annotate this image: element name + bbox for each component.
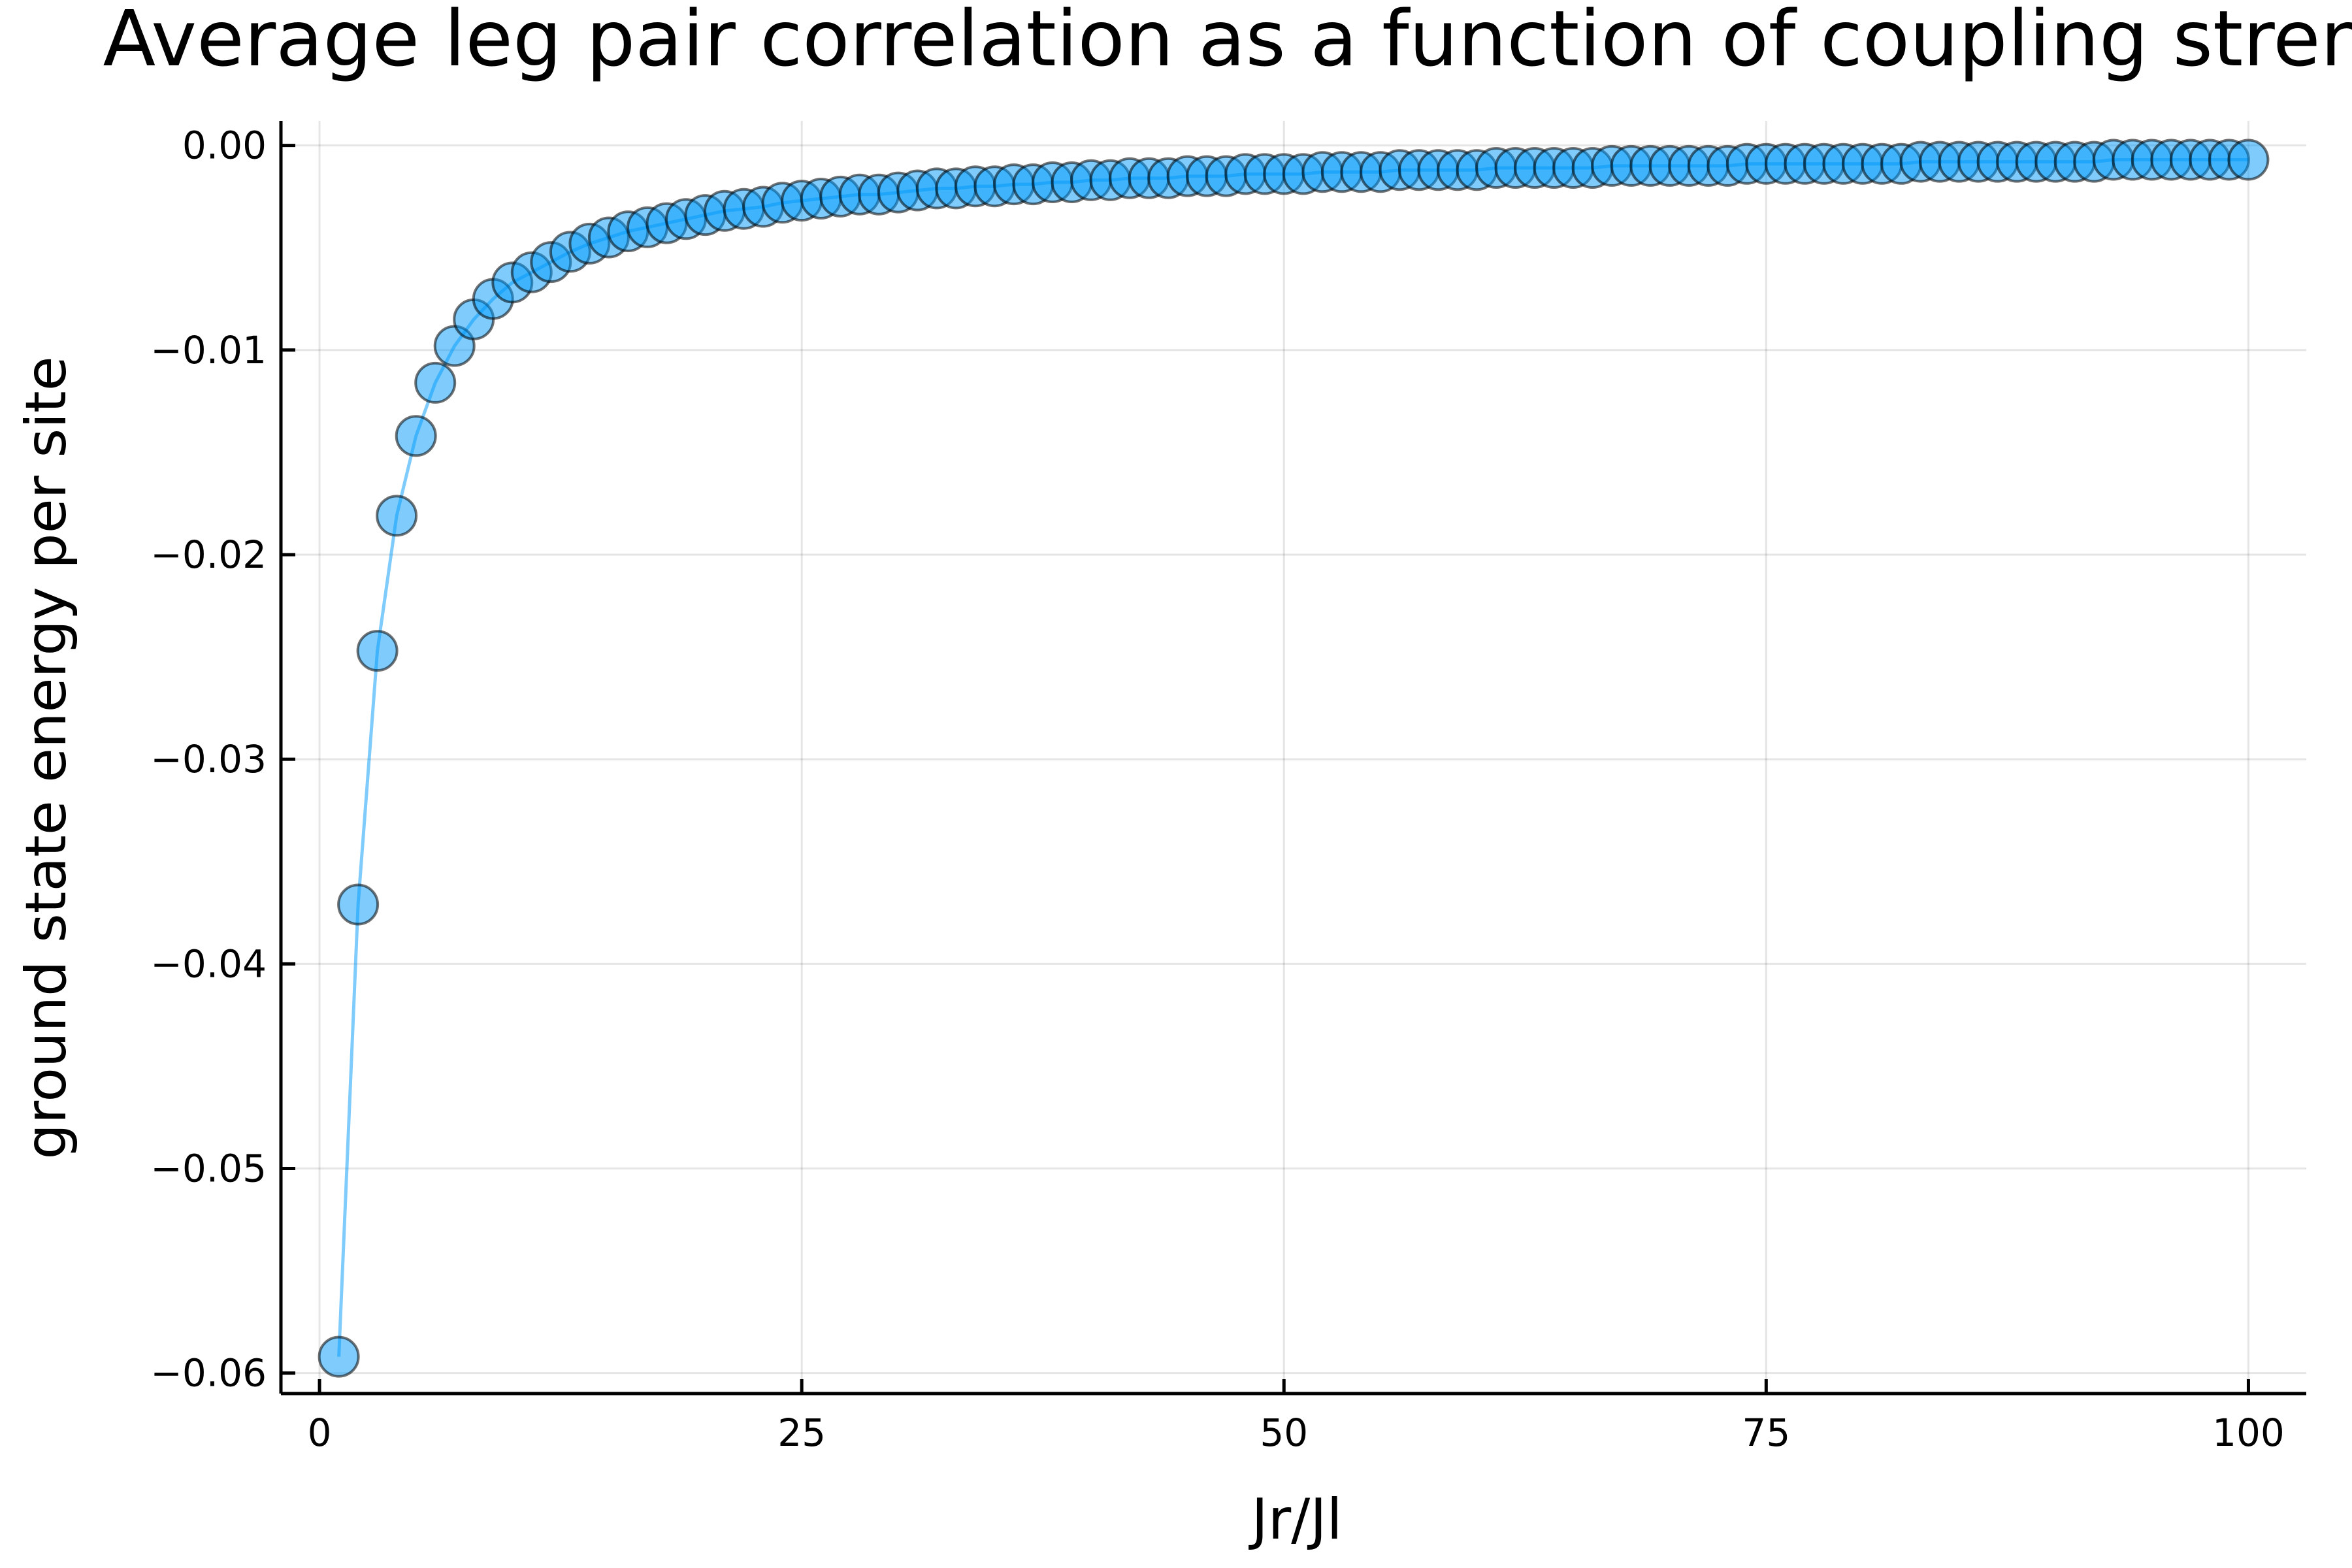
y-tick-label: −0.02 <box>150 532 267 577</box>
x-tick-label: 50 <box>1260 1411 1308 1455</box>
x-tick-label: 75 <box>1742 1411 1790 1455</box>
x-tick-label: 25 <box>777 1411 826 1455</box>
x-tick-label: 0 <box>308 1411 332 1455</box>
y-tick-label: −0.03 <box>150 737 267 781</box>
chart-title: Average leg pair correlation as a functi… <box>103 0 2352 84</box>
x-tick-label: 100 <box>2212 1411 2285 1455</box>
x-axis-label: Jr/Jl <box>1249 1487 1343 1552</box>
y-tick-label: −0.05 <box>150 1146 267 1190</box>
data-point <box>337 883 380 926</box>
data-point <box>318 1335 360 1378</box>
y-tick-label: −0.04 <box>150 941 267 986</box>
y-tick-label: 0.00 <box>182 123 267 168</box>
y-axis-ticks: 0.00 −0.01 −0.02 −0.03 −0.04 −0.05 −0.06 <box>150 123 295 1396</box>
y-axis-label: ground state energy per site <box>14 356 79 1159</box>
x-gridlines <box>318 121 2249 1394</box>
data-point <box>2227 139 2270 181</box>
data-point <box>356 630 399 672</box>
y-gridlines <box>281 144 2306 1375</box>
y-tick-label: −0.01 <box>150 328 267 372</box>
series-points-group <box>318 139 2270 1378</box>
y-tick-label: −0.06 <box>150 1351 267 1396</box>
x-axis-ticks: 0 25 50 75 100 <box>308 1379 2285 1455</box>
data-point <box>414 361 457 404</box>
data-point <box>376 495 418 537</box>
data-point <box>395 415 437 457</box>
